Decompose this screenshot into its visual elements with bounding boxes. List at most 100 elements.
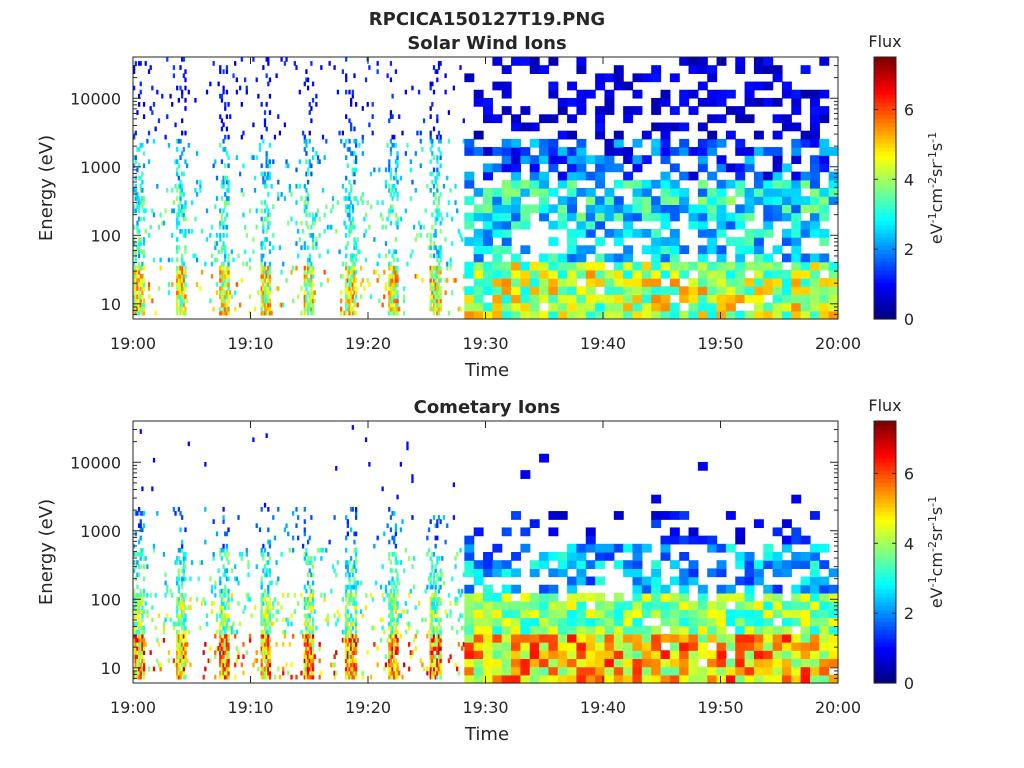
- heatmap-cell: [267, 294, 270, 300]
- heatmap-cell: [389, 147, 393, 152]
- heatmap-cell: [260, 216, 263, 222]
- heatmap-cell: [651, 97, 662, 107]
- heatmap-cell: [142, 306, 146, 312]
- heatmap-cell: [277, 196, 280, 201]
- heatmap-cell: [331, 196, 335, 201]
- heatmap-cell: [651, 609, 662, 619]
- heatmap-cell: [311, 155, 315, 160]
- heatmap-cell: [660, 204, 671, 214]
- colorbar-swatch: [874, 421, 896, 426]
- colorbar-swatch: [874, 547, 896, 553]
- heatmap-cell: [310, 597, 313, 602]
- heatmap-cell: [501, 302, 512, 312]
- heatmap-cell: [222, 122, 225, 128]
- heatmap-cell: [345, 114, 348, 119]
- heatmap-cell: [149, 106, 152, 111]
- heatmap-cell: [809, 302, 820, 312]
- heatmap-cell: [263, 261, 267, 267]
- heatmap-cell: [244, 605, 247, 610]
- heatmap-cell: [679, 171, 690, 181]
- heatmap-cell: [396, 621, 399, 627]
- heatmap-cell: [222, 601, 225, 606]
- heatmap-cell: [585, 527, 596, 537]
- heatmap-cell: [529, 286, 540, 296]
- heatmap-cell: [227, 134, 230, 140]
- heatmap-cell: [164, 134, 167, 140]
- heatmap-cell: [133, 568, 136, 574]
- heatmap-cell: [391, 654, 394, 660]
- heatmap-cell: [353, 171, 356, 177]
- heatmap-cell: [557, 674, 568, 684]
- heatmap-cell: [133, 69, 136, 74]
- heatmap-cell: [353, 662, 356, 668]
- heatmap-cell: [585, 286, 596, 296]
- heatmap-cell: [315, 625, 318, 631]
- heatmap-cell: [136, 654, 139, 660]
- heatmap-cell: [265, 310, 268, 316]
- heatmap-cell: [225, 633, 229, 639]
- heatmap-cell: [429, 294, 432, 300]
- heatmap-cell: [697, 286, 708, 296]
- heatmap-cell: [753, 642, 764, 651]
- heatmap-cell: [331, 662, 335, 668]
- heatmap-cell: [623, 212, 634, 222]
- heatmap-cell: [137, 204, 141, 210]
- heatmap-cell: [224, 102, 227, 107]
- heatmap-cell: [595, 122, 606, 132]
- heatmap-cell: [219, 580, 222, 586]
- heatmap-cell: [707, 294, 718, 304]
- heatmap-cell: [446, 523, 449, 529]
- heatmap-cell: [557, 633, 568, 643]
- heatmap-cell: [548, 286, 559, 296]
- heatmap-cell: [303, 531, 306, 537]
- heatmap-cell: [373, 269, 376, 275]
- heatmap-cell: [330, 588, 333, 594]
- colorbar-swatch: [874, 502, 896, 508]
- heatmap-cell: [139, 188, 142, 193]
- heatmap-cell: [391, 204, 394, 210]
- heatmap-cell: [303, 306, 306, 312]
- heatmap-cell: [134, 290, 137, 296]
- heatmap-cell: [595, 294, 606, 304]
- heatmap-cell: [210, 253, 214, 259]
- heatmap-cell: [492, 57, 503, 66]
- heatmap-cell: [595, 155, 606, 165]
- heatmap-cell: [353, 584, 356, 590]
- heatmap-cell: [520, 601, 531, 610]
- heatmap-cell: [791, 122, 802, 132]
- heatmap-cell: [436, 253, 439, 259]
- heatmap-cell: [353, 151, 356, 156]
- heatmap-cell: [306, 658, 310, 664]
- heatmap-cell: [181, 294, 184, 300]
- heatmap-cell: [557, 196, 568, 205]
- heatmap-cell: [227, 155, 230, 160]
- heatmap-cell: [431, 81, 434, 87]
- heatmap-cell: [215, 175, 219, 181]
- heatmap-cell: [306, 261, 310, 267]
- heatmap-cell: [539, 674, 550, 684]
- heatmap-cell: [137, 282, 141, 287]
- heatmap-cell: [429, 171, 432, 177]
- heatmap-cell: [809, 122, 820, 132]
- heatmap-cell: [305, 658, 308, 664]
- heatmap-cell: [394, 237, 398, 242]
- heatmap-cell: [313, 609, 316, 614]
- heatmap-cell: [437, 282, 441, 287]
- heatmap-cell: [632, 617, 643, 627]
- heatmap-cell: [351, 204, 354, 210]
- heatmap-cell: [383, 666, 386, 672]
- heatmap-cell: [436, 605, 439, 610]
- heatmap-cell: [585, 609, 596, 619]
- colorbar-swatch: [874, 200, 896, 205]
- heatmap-cell: [651, 310, 662, 320]
- heatmap-cell: [305, 560, 308, 565]
- heatmap-cell: [267, 265, 270, 271]
- colorbar-swatch: [874, 633, 896, 639]
- heatmap-cell: [394, 273, 398, 279]
- heatmap-cell: [412, 556, 416, 561]
- heatmap-cell: [313, 654, 316, 660]
- heatmap-cell: [557, 269, 568, 279]
- heatmap-cell: [716, 89, 727, 99]
- heatmap-cell: [222, 233, 225, 238]
- heatmap-cell: [576, 666, 587, 676]
